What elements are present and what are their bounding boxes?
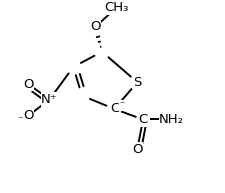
Text: S: S xyxy=(133,76,142,89)
Text: O: O xyxy=(23,78,34,91)
Text: ⁻: ⁻ xyxy=(119,100,125,110)
Text: C: C xyxy=(110,102,119,115)
Text: O: O xyxy=(23,109,34,122)
Text: O: O xyxy=(132,143,143,156)
Text: C: C xyxy=(138,113,148,126)
Text: NH₂: NH₂ xyxy=(159,113,184,126)
Text: O: O xyxy=(90,20,101,33)
Text: CH₃: CH₃ xyxy=(104,1,128,14)
Text: ⁻: ⁻ xyxy=(18,115,23,125)
Text: N⁺: N⁺ xyxy=(41,93,58,106)
